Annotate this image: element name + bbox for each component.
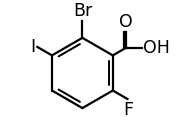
Text: I: I — [30, 38, 35, 56]
Text: F: F — [123, 101, 133, 119]
Text: OH: OH — [142, 39, 170, 57]
Text: O: O — [119, 13, 133, 31]
Text: Br: Br — [73, 2, 92, 20]
